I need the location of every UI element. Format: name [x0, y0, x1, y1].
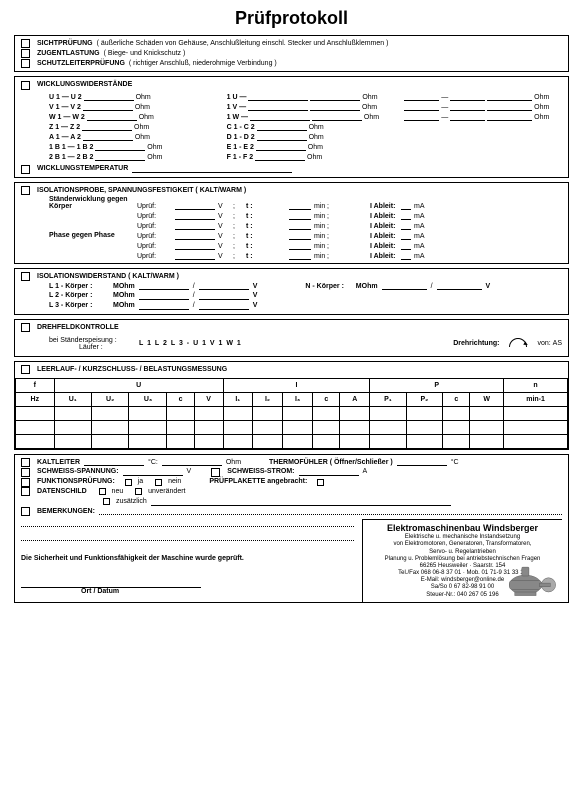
- dreh-sp: bei Ständerspeisung :: [49, 337, 139, 344]
- lbl-ja: ja: [138, 477, 143, 487]
- dreh-as: AS: [553, 340, 562, 347]
- daten-lbl: DATENSCHILD: [37, 487, 87, 497]
- ck-nein[interactable]: [155, 479, 162, 486]
- schwsp-v: V: [187, 467, 192, 477]
- zus-b[interactable]: [151, 498, 451, 506]
- check-dreh[interactable]: [21, 323, 30, 332]
- lbl-sicht: SICHTPRÜFUNG: [37, 39, 93, 49]
- note-sicht: ( äußerliche Schäden von Gehäuse, Anschl…: [97, 39, 389, 49]
- dreh-rt: Drehrichtung:: [453, 340, 499, 347]
- wicktemp-lbl: WICKLUNGSTEMPERATUR: [37, 164, 128, 174]
- ck-ja[interactable]: [125, 479, 132, 486]
- thermo-lbl: THERMOFÜHLER ( Öffner/Schließer ): [269, 458, 393, 468]
- isow-title: ISOLATIONSWIDERSTAND ( KALT/WARM ): [37, 272, 179, 282]
- kalt-b2[interactable]: [162, 458, 222, 466]
- check-kalt[interactable]: [21, 458, 30, 467]
- thermo-b[interactable]: [397, 458, 447, 466]
- schwsp-b[interactable]: [123, 468, 183, 476]
- sect-wicklung: WICKLUNGSWIDERSTÄNDE U 1 — U 2 Ohm1 U — …: [14, 76, 569, 178]
- check-leer[interactable]: [21, 365, 30, 374]
- sect-isowid: ISOLATIONSWIDERSTAND ( KALT/WARM ) L 1 -…: [14, 268, 569, 315]
- lbl-nein: nein: [168, 477, 181, 487]
- check-isop[interactable]: [21, 186, 30, 195]
- check-schwsp[interactable]: [21, 468, 30, 477]
- leer-title: LEERLAUF- / KURZSCHLUSS- / BELASTUNGSMES…: [37, 365, 227, 375]
- lbl-unv: unverändert: [148, 487, 185, 497]
- sect-leerlauf: LEERLAUF- / KURZSCHLUSS- / BELASTUNGSMES…: [14, 361, 569, 450]
- ck-unv[interactable]: [135, 488, 142, 495]
- sect-isoprobe: ISOLATIONSPROBE, SPANNUNGSFESTIGKEIT ( K…: [14, 182, 569, 264]
- wick-title: WICKLUNGSWIDERSTÄNDE: [37, 80, 132, 90]
- bem-b1[interactable]: [99, 507, 562, 515]
- check-wick[interactable]: [21, 81, 30, 90]
- confirm-text: Die Sicherheit und Funktionsfähigkeit de…: [21, 555, 354, 562]
- measurement-table: fUIPnHzU₁U₂U₃cVI₁I₂I₃cAP₁P₂cWmin-1: [15, 378, 568, 449]
- company-name: Elektromaschinenbau Windsberger: [367, 523, 558, 534]
- sect-drehfeld: DREHFELDKONTROLLE bei Ständerspeisung : …: [14, 319, 569, 357]
- kalt-ohm: Ohm: [226, 458, 241, 468]
- check-wicktemp[interactable]: [21, 165, 30, 174]
- kalt-b1[interactable]: [84, 458, 144, 466]
- motor-icon: [505, 560, 560, 600]
- note-schutz: ( richtiger Anschluß, niederohmige Verbi…: [129, 59, 277, 69]
- lbl-zug: ZUGENTLASTUNG: [37, 49, 100, 59]
- fl1: Elektrische u. mechanische Instandsetzun…: [367, 534, 558, 541]
- check-daten[interactable]: [21, 487, 30, 496]
- check-schwst[interactable]: [211, 468, 220, 477]
- plak-lbl: PRÜFPLAKETTE angebracht:: [209, 477, 307, 487]
- funk-lbl: FUNKTIONSPRÜFUNG:: [37, 477, 115, 487]
- fl2: von Elektromotoren, Generatoren, Transfo…: [367, 541, 558, 548]
- bem-b2[interactable]: [21, 519, 354, 527]
- lbl-schutz: SCHUTZLEITERPRÜFUNG: [37, 59, 125, 69]
- check-bem[interactable]: [21, 507, 30, 516]
- check-schutz[interactable]: [21, 59, 30, 68]
- schwst-a: A: [363, 467, 368, 477]
- ck-plak[interactable]: [317, 479, 324, 486]
- ck-zus[interactable]: [103, 498, 110, 505]
- rotation-arc-icon: [509, 338, 527, 347]
- isop-title: ISOLATIONSPROBE, SPANNUNGSFESTIGKEIT ( K…: [37, 186, 246, 196]
- check-sicht[interactable]: [21, 39, 30, 48]
- kalt-lbl: KALTLEITER: [37, 458, 80, 468]
- footer-company: Elektromaschinenbau Windsberger Elektris…: [362, 519, 562, 601]
- note-zug: ( Biege- und Knickschutz ): [104, 49, 186, 59]
- dreh-phases: L 1 L 2 L 3 - U 1 V 1 W 1: [139, 340, 242, 347]
- dreh-sp2: Läufer :: [79, 344, 139, 351]
- fl3: Servo- u. Regelantrieben: [367, 549, 558, 556]
- footer-left: Die Sicherheit und Funktionsfähigkeit de…: [21, 519, 354, 601]
- check-funk[interactable]: [21, 478, 30, 487]
- wicktemp-blank[interactable]: [132, 165, 292, 173]
- sig-lbl: Ort / Datum: [81, 588, 354, 595]
- schwsp-lbl: SCHWEISS-SPANNUNG:: [37, 467, 119, 477]
- check-isow[interactable]: [21, 272, 30, 281]
- schwst-lbl: SCHWEISS-STROM:: [227, 467, 294, 477]
- bem-lbl: BEMERKUNGEN:: [37, 507, 95, 517]
- check-zug[interactable]: [21, 49, 30, 58]
- lbl-neu: neu: [112, 487, 124, 497]
- page-title: Prüfprotokoll: [14, 8, 569, 29]
- ck-neu[interactable]: [99, 488, 106, 495]
- dreh-von: von:: [537, 340, 550, 347]
- sig-blank[interactable]: [21, 580, 201, 588]
- sect-top-checks: SICHTPRÜFUNG ( äußerliche Schäden von Ge…: [14, 35, 569, 72]
- thermo-oc: °C: [451, 458, 459, 468]
- schwst-b[interactable]: [299, 468, 359, 476]
- lbl-zus: zusätzlich: [116, 497, 147, 507]
- dreh-title: DREHFELDKONTROLLE: [37, 323, 119, 333]
- bem-b3[interactable]: [21, 533, 354, 541]
- sect-bottom: KALTLEITER °C: Ohm THERMOFÜHLER ( Öffner…: [14, 454, 569, 603]
- kalt-oc: °C:: [148, 458, 158, 468]
